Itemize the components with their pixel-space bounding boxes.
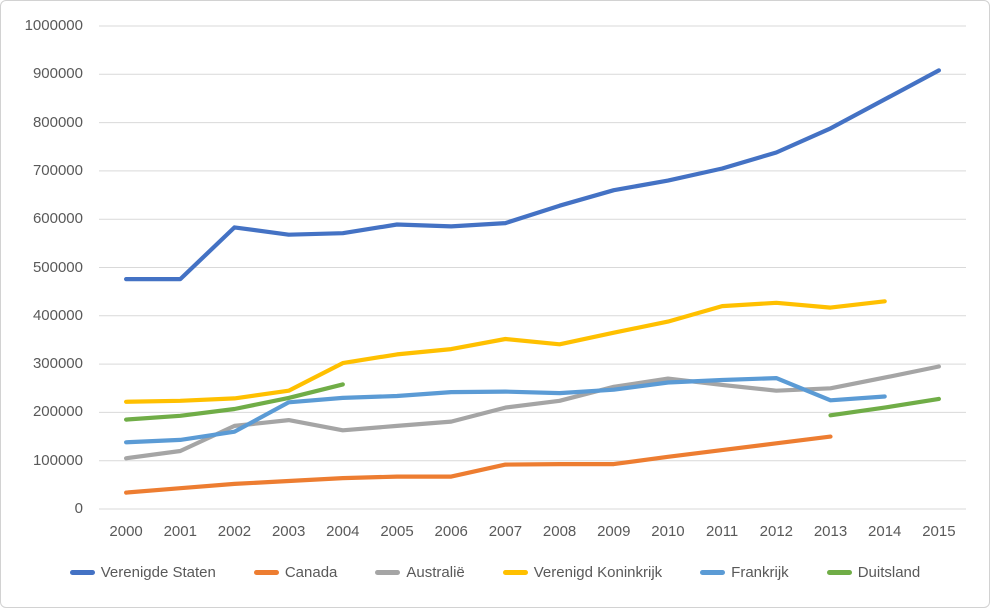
legend-label: Frankrijk <box>731 564 789 581</box>
x-tick-label: 2015 <box>922 523 956 540</box>
legend-line-swatch <box>69 570 95 575</box>
legend-line-swatch <box>253 570 279 575</box>
x-tick-label: 2001 <box>163 523 197 540</box>
legend-label: Canada <box>284 564 338 581</box>
x-tick-label: 2011 <box>706 523 739 540</box>
legend-line-swatch <box>375 570 401 575</box>
y-tick-label: 300000 <box>32 355 83 373</box>
legend-label: Duitsland <box>857 564 921 581</box>
y-tick-label: 400000 <box>32 306 83 324</box>
x-tick-label: 2004 <box>326 523 360 540</box>
x-tick-label: 2012 <box>759 523 794 540</box>
legend-label: Verenigde Staten <box>100 564 216 581</box>
x-tick-label: 2013 <box>813 523 848 540</box>
x-tick-label: 2007 <box>488 523 523 540</box>
legend-label: Verenigd Koninkrijk <box>533 564 663 581</box>
series-line-frankrijk <box>123 376 887 445</box>
series-line-canada <box>123 434 833 495</box>
legend-item-australi-: Australië <box>375 564 465 581</box>
legend-item-verenigd-koninkrijk: Verenigd Koninkrijk <box>502 564 663 581</box>
legend-line-swatch <box>502 570 528 575</box>
legend-item-duitsland: Duitsland <box>826 564 921 581</box>
x-tick-label: 2002 <box>217 523 252 540</box>
legend-item-canada: Canada <box>253 564 338 581</box>
y-tick-label: 1000000 <box>24 17 83 34</box>
legend-item-frankrijk: Frankrijk <box>700 564 789 581</box>
x-tick-label: 2009 <box>597 523 631 540</box>
legend-item-verenigde-staten: Verenigde Staten <box>69 564 216 581</box>
series-line-duitsland <box>828 396 942 418</box>
legend-line-swatch <box>700 570 726 575</box>
y-tick-label: 700000 <box>32 161 83 179</box>
x-tick-label: 2006 <box>434 523 468 540</box>
series-line-verenigde-staten <box>123 68 942 282</box>
x-tick-label: 2010 <box>651 523 685 540</box>
y-tick-label: 500000 <box>32 258 83 276</box>
legend-label: Australië <box>406 564 465 581</box>
y-tick-label: 600000 <box>32 210 83 228</box>
x-tick-label: 2005 <box>380 523 414 540</box>
y-tick-label: 100000 <box>32 451 83 469</box>
series-line-duitsland <box>123 382 345 422</box>
legend-line-swatch <box>826 570 852 575</box>
y-tick-label: 900000 <box>32 65 83 83</box>
x-tick-label: 2003 <box>271 523 306 540</box>
y-tick-label: 0 <box>74 500 83 517</box>
chart-legend: Verenigde Staten Canada Australië Verenigd … <box>1 564 989 581</box>
x-tick-label: 2014 <box>868 523 902 540</box>
series-line-verenigd-koninkrijk <box>123 299 887 404</box>
x-tick-label: 2000 <box>109 523 143 540</box>
x-tick-label: 2008 <box>542 523 577 540</box>
y-tick-label: 200000 <box>32 403 83 421</box>
y-tick-label: 800000 <box>32 113 83 131</box>
